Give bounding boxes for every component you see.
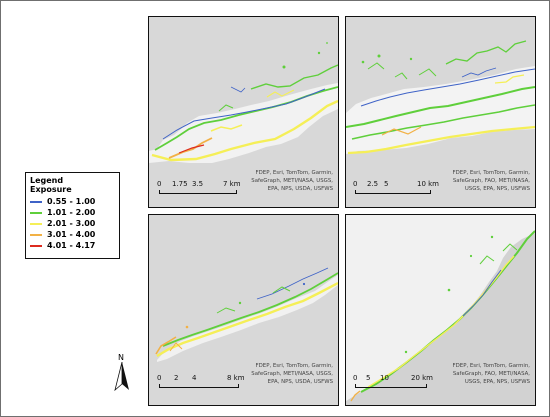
map-2-graphic xyxy=(346,17,535,207)
map-panel-3: 0 2 4 8 km FDEP, Esri, TomTom, Garmin, S… xyxy=(148,214,339,406)
legend-swatch-orange xyxy=(30,233,42,236)
map-3-graphic xyxy=(149,215,338,405)
legend-label: 2.01 - 3.00 xyxy=(47,219,96,228)
scale-tick: 5 xyxy=(384,180,389,188)
legend-label: 3.01 - 4.00 xyxy=(47,230,96,239)
scale-line xyxy=(355,384,427,388)
scale-tick: 7 km xyxy=(223,180,241,188)
scale-line xyxy=(355,190,431,194)
map-1-graphic xyxy=(149,17,338,207)
scale-tick: 0 xyxy=(353,374,358,382)
scale-tick: 0 xyxy=(353,180,358,188)
scale-line xyxy=(159,190,237,194)
scale-tick: 0 xyxy=(157,180,162,188)
attribution-line: FDEP, Esri, TomTom, Garmin, xyxy=(255,170,333,176)
scale-tick: 10 km xyxy=(417,180,440,188)
map-panel-2: 0 2.5 5 10 km FDEP, Esri, TomTom, Garmin… xyxy=(345,16,536,208)
scale-tick: 20 km xyxy=(411,374,434,382)
attribution-line: FDEP, Esri, TomTom, Garmin, xyxy=(255,363,333,369)
scale-tick: 0 xyxy=(157,374,162,382)
scale-tick: 10 xyxy=(380,374,389,382)
map-4-scalebar: 0 5 10 20 km xyxy=(353,375,433,393)
legend-item: 2.01 - 3.00 xyxy=(30,218,115,229)
north-label: N xyxy=(118,353,124,362)
map-panel-4: 0 5 10 20 km FDEP, Esri, TomTom, Garmin,… xyxy=(345,214,536,406)
map-4-graphic xyxy=(346,215,535,405)
scale-tick: 8 km xyxy=(227,374,245,382)
scale-tick: 1.75 xyxy=(172,180,188,188)
legend-item: 1.01 - 2.00 xyxy=(30,207,115,218)
legend-item: 0.55 - 1.00 xyxy=(30,196,115,207)
scale-tick: 3.5 xyxy=(192,180,204,188)
map-3-scalebar: 0 2 4 8 km xyxy=(157,374,245,393)
legend-swatch-green xyxy=(30,211,42,214)
attribution-line: SafeGraph, FAO, METI/NASA, xyxy=(452,371,530,377)
attribution-line: SafeGraph, METI/NASA, USGS, xyxy=(251,178,333,184)
map-1-scalebar: 0 1.75 3.5 7 km xyxy=(157,180,241,199)
legend-label: 1.01 - 2.00 xyxy=(47,208,96,217)
scale-tick: 4 xyxy=(192,374,197,382)
attribution-line: FDEP, Esri, TomTom, Garmin, xyxy=(452,170,530,176)
legend-label: 4.01 - 4.17 xyxy=(47,241,96,250)
legend-item: 4.01 - 4.17 xyxy=(30,240,115,251)
attribution-line: USGS, EPA, NPS, USFWS xyxy=(464,379,530,385)
attribution-line: USGS, EPA, NPS, USFWS xyxy=(464,186,530,192)
legend-swatch-blue xyxy=(30,200,42,203)
north-arrow-icon xyxy=(114,362,129,392)
north-arrow: N xyxy=(114,354,130,394)
map-3-attribution: FDEP, Esri, TomTom, Garmin, SafeGraph, M… xyxy=(225,362,333,386)
scale-tick: 2.5 xyxy=(367,180,379,188)
scale-line xyxy=(159,384,239,388)
legend-swatch-red xyxy=(30,244,42,247)
attribution-line: FDEP, Esri, TomTom, Garmin, xyxy=(452,363,530,369)
map-2-attribution: FDEP, Esri, TomTom, Garmin, SafeGraph, F… xyxy=(422,169,530,193)
attribution-line: SafeGraph, FAO, METI/NASA, xyxy=(452,178,530,184)
legend-swatch-yellow xyxy=(30,222,42,225)
legend-label: 0.55 - 1.00 xyxy=(47,197,96,206)
map-4-attribution: FDEP, Esri, TomTom, Garmin, SafeGraph, F… xyxy=(422,362,530,386)
map-legend: Legend Exposure 0.55 - 1.00 1.01 - 2.00 … xyxy=(25,172,120,259)
map-1-attribution: FDEP, Esri, TomTom, Garmin, SafeGraph, M… xyxy=(225,169,333,193)
legend-item: 3.01 - 4.00 xyxy=(30,229,115,240)
legend-title: Legend xyxy=(30,176,64,185)
scale-tick: 2 xyxy=(174,374,179,382)
attribution-line: EPA, NPS, USDA, USFWS xyxy=(267,379,333,385)
map-panel-1: 0 1.75 3.5 7 km FDEP, Esri, TomTom, Garm… xyxy=(148,16,339,208)
scale-tick: 5 xyxy=(366,374,371,382)
attribution-line: SafeGraph, METI/NASA, USGS, xyxy=(251,371,333,377)
attribution-line: EPA, NPS, USDA, USFWS xyxy=(267,186,333,192)
legend-subtitle: Exposure xyxy=(30,185,72,194)
map-2-scalebar: 0 2.5 5 10 km xyxy=(353,180,439,199)
